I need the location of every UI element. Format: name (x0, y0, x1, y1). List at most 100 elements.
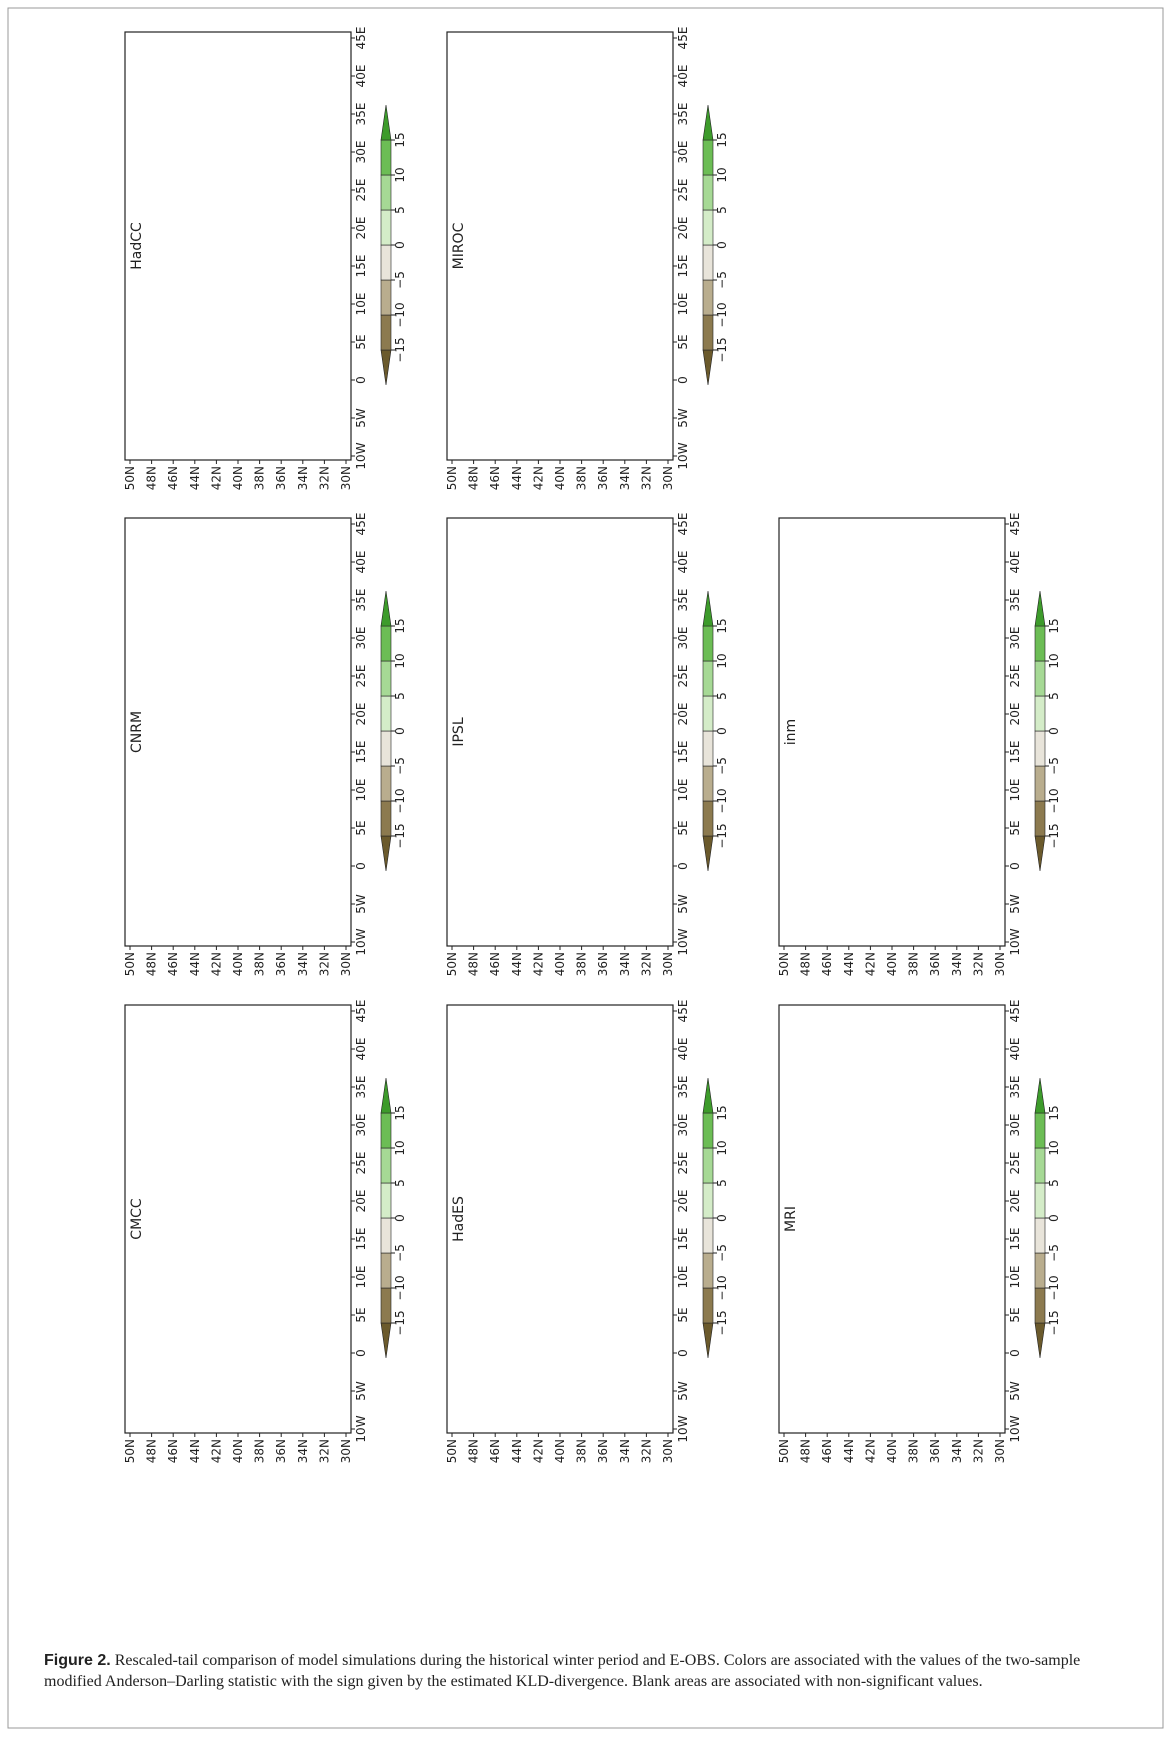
lon-label: 20E (1008, 703, 1022, 726)
lon-label: 10W (354, 928, 368, 955)
lat-label: 46N (488, 466, 502, 490)
colorbar-arrow (702, 104, 714, 141)
lon-label: 10W (354, 442, 368, 469)
lon-label: 5W (1008, 1381, 1022, 1401)
lat-label: 44N (510, 1439, 524, 1463)
lon-label: 5E (354, 334, 368, 349)
colorbar-segment (380, 1287, 392, 1324)
colorbar-segment (380, 1252, 392, 1289)
lon-label: 10W (1008, 1415, 1022, 1442)
caption-label: Figure 2. (44, 1652, 111, 1669)
colorbar-segment (380, 800, 392, 837)
colorbar-label: −15 (393, 823, 407, 848)
colorbar-segment (702, 244, 714, 281)
lon-label: 10E (676, 779, 690, 802)
lat-label: 36N (596, 952, 610, 976)
colorbar-label: 0 (715, 727, 729, 735)
colorbar-segment (702, 695, 714, 732)
colorbar-label: −10 (393, 788, 407, 813)
lat-label: 36N (274, 466, 288, 490)
map-frame (124, 1004, 352, 1434)
lat-label: 46N (166, 952, 180, 976)
map-frame (446, 31, 674, 461)
colorbar-arrow (1034, 835, 1046, 872)
lon-label: 45E (676, 1000, 690, 1023)
lon-label: 25E (354, 665, 368, 688)
lat-label: 36N (596, 1439, 610, 1463)
lon-label: 45E (676, 27, 690, 50)
map-frame (124, 517, 352, 947)
lon-label: 5W (676, 408, 690, 428)
colorbar-label: −10 (715, 788, 729, 813)
colorbar-label: −15 (1047, 1310, 1061, 1335)
lon-label: 40E (1008, 1038, 1022, 1061)
colorbar-label: 10 (393, 653, 407, 668)
colorbar-arrow (380, 1322, 392, 1359)
colorbar-segment (1034, 1252, 1046, 1289)
lat-label: 48N (467, 952, 481, 976)
colorbar-segment (1034, 1147, 1046, 1184)
colorbar-label: 15 (393, 618, 407, 633)
colorbar-label: 0 (393, 1214, 407, 1222)
colorbar-label: 10 (1047, 653, 1061, 668)
colorbar-label: −10 (715, 302, 729, 327)
lat-label: 30N (339, 1439, 353, 1463)
lat-label: 48N (467, 1439, 481, 1463)
lon-label: 15E (676, 1228, 690, 1251)
colorbar-label: 5 (1047, 1179, 1061, 1187)
lat-label: 48N (145, 952, 159, 976)
lon-label: 30E (676, 627, 690, 650)
colorbar-segment (702, 800, 714, 837)
lon-label: 15E (1008, 1228, 1022, 1251)
lat-label: 44N (842, 1439, 856, 1463)
lon-label: 45E (354, 27, 368, 50)
colorbar-arrow (702, 1077, 714, 1114)
lon-label: 45E (1008, 513, 1022, 536)
lat-label: 34N (296, 466, 310, 490)
lat-label: 42N (531, 952, 545, 976)
lat-label: 38N (253, 952, 267, 976)
lat-label: 46N (820, 1439, 834, 1463)
lat-label: 42N (209, 1439, 223, 1463)
colorbar-arrow (380, 349, 392, 386)
lat-label: 38N (575, 466, 589, 490)
colorbar-label: 10 (715, 1140, 729, 1155)
lon-label: 35E (354, 103, 368, 126)
lon-label: 40E (354, 65, 368, 88)
colorbar-segment (380, 1112, 392, 1149)
colorbar-segment (380, 139, 392, 176)
lon-label: 10E (354, 779, 368, 802)
lon-label: 10E (676, 293, 690, 316)
lon-label: 20E (354, 217, 368, 240)
colorbar-segment (1034, 1287, 1046, 1324)
colorbar-arrow (380, 590, 392, 627)
lat-label: 38N (907, 1439, 921, 1463)
colorbar-arrow (380, 1077, 392, 1114)
colorbar-label: −5 (715, 1244, 729, 1262)
lon-label: 25E (1008, 665, 1022, 688)
lat-label: 36N (928, 952, 942, 976)
lat-label: 32N (317, 952, 331, 976)
lon-label: 10W (676, 928, 690, 955)
lat-label: 50N (445, 466, 459, 490)
lon-label: 35E (354, 1076, 368, 1099)
colorbar-label: −5 (1047, 757, 1061, 775)
map-frame (446, 517, 674, 947)
lat-label: 50N (445, 1439, 459, 1463)
colorbar-label: 15 (393, 1105, 407, 1120)
lat-label: 30N (993, 1439, 1007, 1463)
lon-label: 15E (354, 1228, 368, 1251)
lon-label: 35E (354, 589, 368, 612)
colorbar-label: 0 (715, 1214, 729, 1222)
page-frame (7, 7, 1164, 1729)
lon-label: 15E (354, 255, 368, 278)
colorbar-label: −15 (393, 337, 407, 362)
colorbar-label: −5 (1047, 1244, 1061, 1262)
lon-label: 15E (676, 255, 690, 278)
lat-label: 44N (188, 952, 202, 976)
colorbar-segment (702, 209, 714, 246)
lat-label: 50N (123, 1439, 137, 1463)
lon-label: 15E (1008, 741, 1022, 764)
colorbar-label: 0 (1047, 727, 1061, 735)
lat-label: 40N (231, 1439, 245, 1463)
